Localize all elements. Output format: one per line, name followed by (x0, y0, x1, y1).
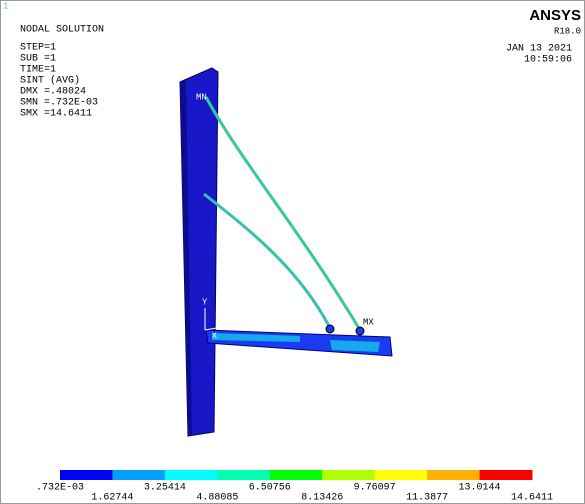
legend-label: .732E-03 (36, 483, 84, 494)
legend-label: 4.88085 (196, 493, 238, 504)
legend-swatch (375, 470, 428, 480)
legend-swatch (60, 470, 113, 480)
brand-release: R18.0 (554, 26, 581, 36)
legend-swatch (270, 470, 323, 480)
legend-label: 9.76097 (354, 483, 396, 494)
date: JAN 13 2021 (506, 44, 572, 55)
legend-swatch (480, 470, 533, 480)
brand-name: ANSYS (529, 7, 581, 24)
ansys-window: 1 NODAL SOLUTION STEP=1SUB =1TIME=1SINT … (0, 0, 585, 504)
header-line: TIME=1 (20, 65, 56, 76)
time: 10:59:06 (524, 55, 572, 66)
anchor (326, 325, 334, 333)
header-line: SINT (AVG) (20, 75, 80, 87)
viewport-border (1, 1, 585, 504)
axis-x-label: X (212, 332, 217, 341)
legend-swatch (165, 470, 218, 480)
viewport-number: 1 (3, 1, 8, 11)
header-line: SUB =1 (20, 54, 56, 65)
legend-swatch (427, 470, 480, 480)
header-line: SMX =14.6411 (20, 109, 92, 120)
axis-z-label: Z (226, 321, 232, 331)
legend-swatch (322, 470, 375, 480)
legend-label: 1.62744 (91, 493, 133, 504)
legend-swatch (112, 470, 165, 480)
legend-swatch (217, 470, 270, 480)
legend-label: 14.6411 (511, 493, 553, 504)
header-line: DMX =.48024 (20, 87, 86, 98)
min-label: MN (196, 92, 207, 102)
plot-title: NODAL SOLUTION (20, 25, 104, 36)
legend-label: 3.25414 (144, 483, 186, 494)
max-label: MX (363, 317, 374, 327)
legend-label: 6.50756 (249, 483, 291, 494)
legend-label: 8.13426 (301, 493, 343, 504)
beam-patch (330, 340, 380, 352)
header-line: STEP=1 (20, 43, 56, 54)
anchor (356, 327, 364, 335)
header-line: SMN =.732E-03 (20, 98, 98, 109)
axis-y-label: Y (202, 297, 208, 307)
legend-label: 11.3877 (406, 493, 448, 504)
legend-label: 13.0144 (459, 483, 501, 494)
